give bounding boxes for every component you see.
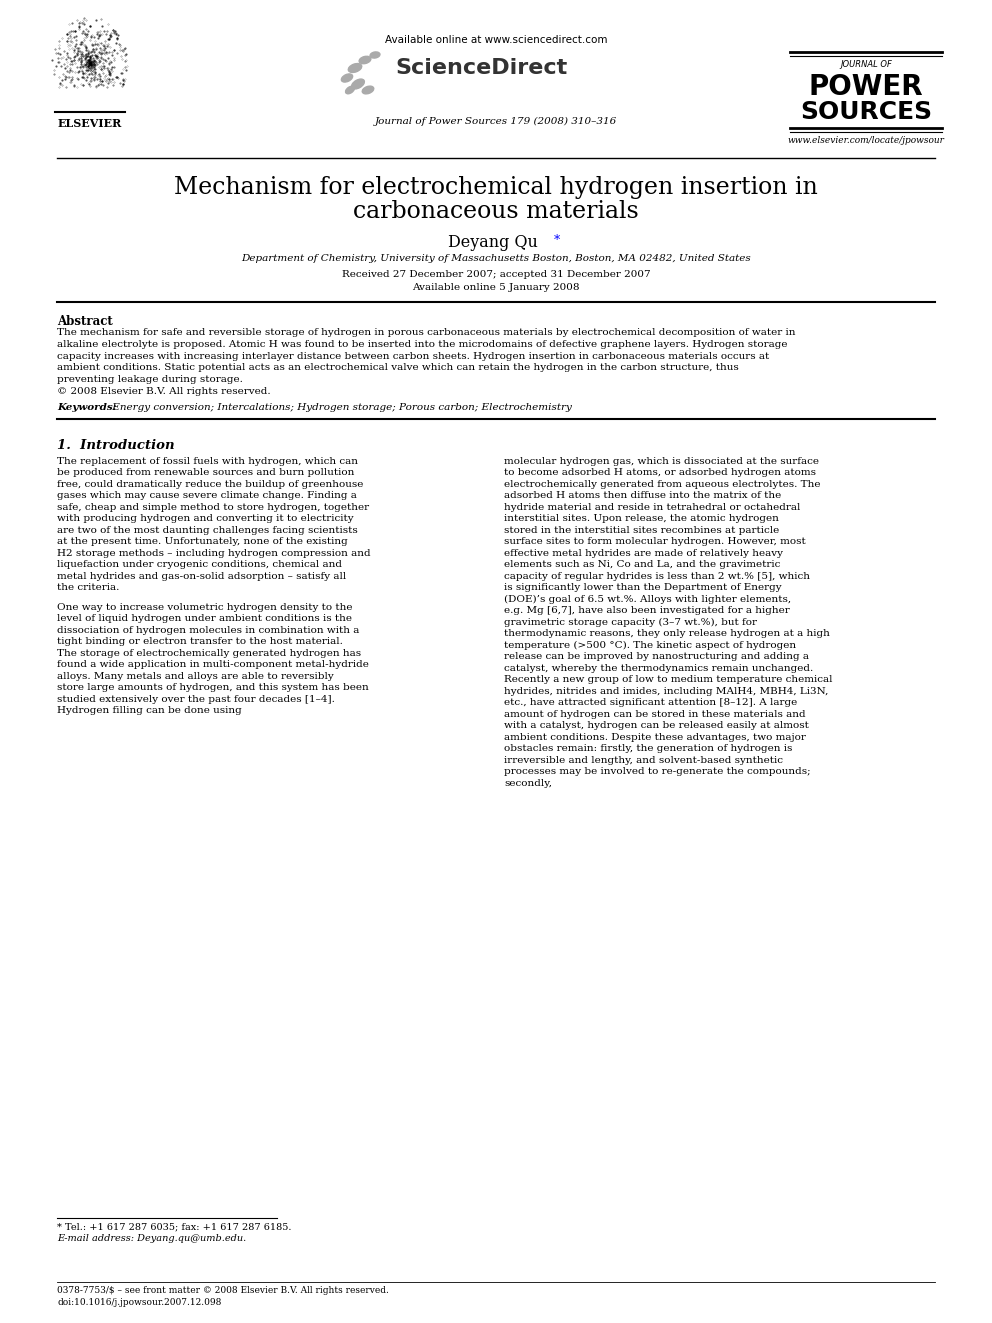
- Text: with a catalyst, hydrogen can be released easily at almost: with a catalyst, hydrogen can be release…: [504, 721, 808, 730]
- Text: interstitial sites. Upon release, the atomic hydrogen: interstitial sites. Upon release, the at…: [504, 515, 779, 523]
- Text: 1.  Introduction: 1. Introduction: [57, 439, 175, 451]
- Text: temperature (>500 °C). The kinetic aspect of hydrogen: temperature (>500 °C). The kinetic aspec…: [504, 640, 797, 650]
- Text: capacity of regular hydrides is less than 2 wt.% [5], which: capacity of regular hydrides is less tha…: [504, 572, 810, 581]
- Text: studied extensively over the past four decades [1–4].: studied extensively over the past four d…: [57, 695, 335, 704]
- Text: Deyang Qu: Deyang Qu: [448, 234, 544, 251]
- Text: secondly,: secondly,: [504, 779, 552, 787]
- Ellipse shape: [359, 57, 371, 64]
- Text: POWER: POWER: [808, 73, 924, 101]
- Text: One way to increase volumetric hydrogen density to the: One way to increase volumetric hydrogen …: [57, 602, 352, 611]
- Text: carbonaceous materials: carbonaceous materials: [353, 200, 639, 224]
- Text: www.elsevier.com/locate/jpowsour: www.elsevier.com/locate/jpowsour: [788, 136, 944, 146]
- Text: at the present time. Unfortunately, none of the existing: at the present time. Unfortunately, none…: [57, 537, 348, 546]
- Text: The replacement of fossil fuels with hydrogen, which can: The replacement of fossil fuels with hyd…: [57, 456, 358, 466]
- Text: to become adsorbed H atoms, or adsorbed hydrogen atoms: to become adsorbed H atoms, or adsorbed …: [504, 468, 816, 478]
- Text: metal hydrides and gas-on-solid adsorption – satisfy all: metal hydrides and gas-on-solid adsorpti…: [57, 572, 346, 581]
- Text: E-mail address: Deyang.qu@umb.edu.: E-mail address: Deyang.qu@umb.edu.: [57, 1234, 246, 1244]
- Text: found a wide application in multi-component metal-hydride: found a wide application in multi-compon…: [57, 660, 369, 669]
- Text: level of liquid hydrogen under ambient conditions is the: level of liquid hydrogen under ambient c…: [57, 614, 352, 623]
- Text: ELSEVIER: ELSEVIER: [58, 118, 122, 130]
- Text: molecular hydrogen gas, which is dissociated at the surface: molecular hydrogen gas, which is dissoci…: [504, 456, 819, 466]
- Text: * Tel.: +1 617 287 6035; fax: +1 617 287 6185.: * Tel.: +1 617 287 6035; fax: +1 617 287…: [57, 1222, 292, 1230]
- Text: release can be improved by nanostructuring and adding a: release can be improved by nanostructuri…: [504, 652, 809, 662]
- Text: store large amounts of hydrogen, and this system has been: store large amounts of hydrogen, and thi…: [57, 683, 369, 692]
- Text: Keywords:: Keywords:: [57, 402, 120, 411]
- Text: adsorbed H atoms then diffuse into the matrix of the: adsorbed H atoms then diffuse into the m…: [504, 491, 782, 500]
- Text: effective metal hydrides are made of relatively heavy: effective metal hydrides are made of rel…: [504, 549, 783, 557]
- Text: thermodynamic reasons, they only release hydrogen at a high: thermodynamic reasons, they only release…: [504, 630, 830, 638]
- Text: gases which may cause severe climate change. Finding a: gases which may cause severe climate cha…: [57, 491, 357, 500]
- Text: are two of the most daunting challenges facing scientists: are two of the most daunting challenges …: [57, 525, 358, 534]
- Ellipse shape: [362, 86, 374, 94]
- Text: Recently a new group of low to medium temperature chemical: Recently a new group of low to medium te…: [504, 675, 832, 684]
- Ellipse shape: [351, 79, 364, 89]
- Text: Available online 5 January 2008: Available online 5 January 2008: [413, 283, 579, 292]
- Text: Mechanism for electrochemical hydrogen insertion in: Mechanism for electrochemical hydrogen i…: [175, 176, 817, 198]
- Text: alkaline electrolyte is proposed. Atomic H was found to be inserted into the mic: alkaline electrolyte is proposed. Atomic…: [57, 340, 788, 349]
- Text: Hydrogen filling can be done using: Hydrogen filling can be done using: [57, 706, 242, 716]
- Text: The storage of electrochemically generated hydrogen has: The storage of electrochemically generat…: [57, 648, 361, 658]
- Text: etc., have attracted significant attention [8–12]. A large: etc., have attracted significant attenti…: [504, 699, 798, 706]
- Text: with producing hydrogen and converting it to electricity: with producing hydrogen and converting i…: [57, 515, 353, 523]
- Ellipse shape: [370, 52, 380, 58]
- Text: Abstract: Abstract: [57, 315, 113, 328]
- Text: e.g. Mg [6,7], have also been investigated for a higher: e.g. Mg [6,7], have also been investigat…: [504, 606, 790, 615]
- Text: is significantly lower than the Department of Energy: is significantly lower than the Departme…: [504, 583, 782, 593]
- Text: Received 27 December 2007; accepted 31 December 2007: Received 27 December 2007; accepted 31 D…: [341, 270, 651, 279]
- Text: 0378-7753/$ – see front matter © 2008 Elsevier B.V. All rights reserved.: 0378-7753/$ – see front matter © 2008 El…: [57, 1286, 389, 1295]
- Text: free, could dramatically reduce the buildup of greenhouse: free, could dramatically reduce the buil…: [57, 480, 363, 488]
- Text: hydrides, nitrides and imides, including MAlH4, MBH4, Li3N,: hydrides, nitrides and imides, including…: [504, 687, 828, 696]
- Text: Energy conversion; Intercalations; Hydrogen storage; Porous carbon; Electrochemi: Energy conversion; Intercalations; Hydro…: [109, 402, 571, 411]
- Text: stored in the interstitial sites recombines at particle: stored in the interstitial sites recombi…: [504, 525, 780, 534]
- Text: ambient conditions. Static potential acts as an electrochemical valve which can : ambient conditions. Static potential act…: [57, 364, 739, 372]
- Text: preventing leakage during storage.: preventing leakage during storage.: [57, 376, 243, 384]
- Text: H2 storage methods – including hydrogen compression and: H2 storage methods – including hydrogen …: [57, 549, 371, 557]
- Text: alloys. Many metals and alloys are able to reversibly: alloys. Many metals and alloys are able …: [57, 672, 333, 680]
- Text: safe, cheap and simple method to store hydrogen, together: safe, cheap and simple method to store h…: [57, 503, 369, 512]
- Text: processes may be involved to re-generate the compounds;: processes may be involved to re-generate…: [504, 767, 810, 777]
- Text: the criteria.: the criteria.: [57, 583, 119, 593]
- Text: capacity increases with increasing interlayer distance between carbon sheets. Hy: capacity increases with increasing inter…: [57, 352, 769, 361]
- Text: dissociation of hydrogen molecules in combination with a: dissociation of hydrogen molecules in co…: [57, 626, 359, 635]
- Text: (DOE)’s goal of 6.5 wt.%. Alloys with lighter elements,: (DOE)’s goal of 6.5 wt.%. Alloys with li…: [504, 594, 792, 603]
- Text: Journal of Power Sources 179 (2008) 310–316: Journal of Power Sources 179 (2008) 310–…: [375, 116, 617, 126]
- Text: elements such as Ni, Co and La, and the gravimetric: elements such as Ni, Co and La, and the …: [504, 560, 781, 569]
- Text: doi:10.1016/j.jpowsour.2007.12.098: doi:10.1016/j.jpowsour.2007.12.098: [57, 1298, 221, 1307]
- Text: © 2008 Elsevier B.V. All rights reserved.: © 2008 Elsevier B.V. All rights reserved…: [57, 388, 271, 396]
- Text: gravimetric storage capacity (3–7 wt.%), but for: gravimetric storage capacity (3–7 wt.%),…: [504, 618, 757, 627]
- Text: Available online at www.sciencedirect.com: Available online at www.sciencedirect.co…: [385, 34, 607, 45]
- Text: amount of hydrogen can be stored in these materials and: amount of hydrogen can be stored in thes…: [504, 709, 806, 718]
- Text: electrochemically generated from aqueous electrolytes. The: electrochemically generated from aqueous…: [504, 480, 820, 488]
- Text: hydride material and reside in tetrahedral or octahedral: hydride material and reside in tetrahedr…: [504, 503, 801, 512]
- Text: catalyst, whereby the thermodynamics remain unchanged.: catalyst, whereby the thermodynamics rem…: [504, 664, 813, 672]
- Text: *: *: [554, 234, 560, 247]
- Text: ambient conditions. Despite these advantages, two major: ambient conditions. Despite these advant…: [504, 733, 806, 742]
- Text: The mechanism for safe and reversible storage of hydrogen in porous carbonaceous: The mechanism for safe and reversible st…: [57, 328, 796, 337]
- Text: JOURNAL OF: JOURNAL OF: [840, 60, 892, 69]
- Text: irreversible and lengthy, and solvent-based synthetic: irreversible and lengthy, and solvent-ba…: [504, 755, 783, 765]
- Text: obstacles remain: firstly, the generation of hydrogen is: obstacles remain: firstly, the generatio…: [504, 744, 793, 753]
- Text: tight binding or electron transfer to the host material.: tight binding or electron transfer to th…: [57, 638, 343, 646]
- Ellipse shape: [341, 74, 352, 82]
- Ellipse shape: [348, 64, 362, 73]
- Text: be produced from renewable sources and burn pollution: be produced from renewable sources and b…: [57, 468, 354, 478]
- Text: surface sites to form molecular hydrogen. However, most: surface sites to form molecular hydrogen…: [504, 537, 806, 546]
- Text: liquefaction under cryogenic conditions, chemical and: liquefaction under cryogenic conditions,…: [57, 560, 342, 569]
- Text: Department of Chemistry, University of Massachusetts Boston, Boston, MA 02482, U: Department of Chemistry, University of M…: [241, 254, 751, 263]
- Ellipse shape: [345, 86, 354, 94]
- Text: SOURCES: SOURCES: [800, 101, 932, 124]
- Text: ScienceDirect: ScienceDirect: [395, 58, 567, 78]
